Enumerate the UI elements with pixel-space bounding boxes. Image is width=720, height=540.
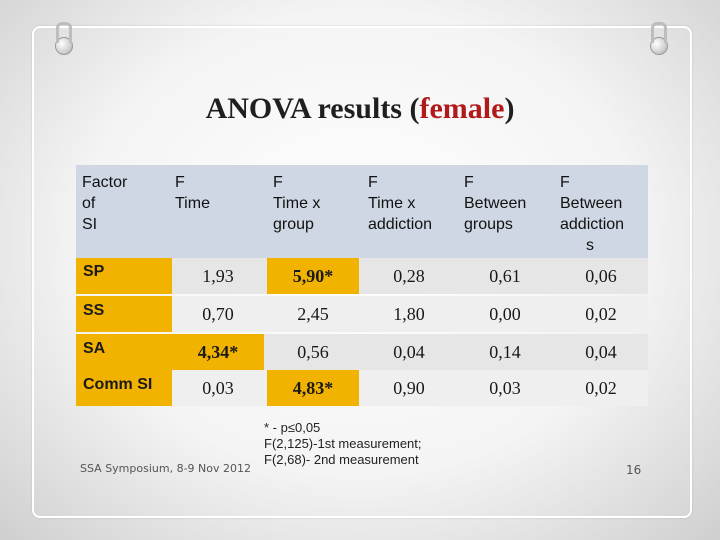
slide-title: ANOVA results (female)	[0, 92, 720, 126]
cell-sa-between-groups: 0,14	[489, 342, 521, 362]
footer-event: SSA Symposium, 8-9 Nov 2012	[80, 462, 251, 475]
cell-sa-time: 4,34*	[172, 334, 264, 370]
footnote-line2: F(2,125)-1st measurement;	[264, 436, 422, 451]
header-f-time-addiction-line2: Time x	[368, 195, 416, 212]
header-factor-line1: Factor	[82, 174, 128, 191]
cell-ss-between-addictions: 0,02	[585, 304, 617, 324]
cell-sa-time-addiction: 0,04	[393, 342, 425, 362]
header-f-time-group: F Time x group	[273, 172, 320, 235]
header-f-between-addictions-line2: Between	[560, 195, 623, 212]
header-f-time-addiction-line3: addiction	[368, 216, 433, 233]
cell-sp-time-addiction: 0,28	[393, 266, 425, 286]
row-background-comm-si	[172, 370, 648, 406]
table-header-band	[76, 165, 648, 258]
header-f-between-addictions-line3: addiction	[560, 216, 625, 233]
row-background-sp	[172, 258, 648, 294]
row-background-ss	[172, 296, 648, 332]
header-f-between-groups-line3: groups	[464, 216, 513, 233]
header-f-time-line2: Time	[175, 195, 210, 212]
title-highlight: female	[419, 92, 505, 125]
header-factor: Factor of SI	[82, 172, 127, 235]
header-f-between-groups: F Between groups	[464, 172, 526, 235]
cell-comm-si-time-addiction: 0,90	[393, 378, 425, 398]
header-f-time: F Time	[175, 172, 210, 214]
title-prefix: ANOVA results (	[205, 92, 420, 125]
cell-comm-si-time-group: 4,83*	[267, 370, 359, 406]
header-f-time-line1: F	[175, 174, 185, 191]
row-label-sp: SP	[76, 258, 172, 294]
cell-comm-si-time: 0,03	[202, 378, 234, 398]
row-label-comm-si: Comm SI	[76, 370, 172, 406]
cell-sa-time-group: 0,56	[297, 342, 329, 362]
header-f-time-addiction-line1: F	[368, 174, 378, 191]
footnote: * - p≤0,05 F(2,125)-1st measurement; F(2…	[264, 420, 454, 468]
footnote-line3: F(2,68)- 2nd measurement	[264, 452, 419, 467]
cell-sp-between-addictions: 0,06	[585, 266, 617, 286]
top-right-hook-icon	[651, 22, 667, 43]
header-f-between-addictions: F Between addiction s	[560, 172, 624, 256]
header-f-time-group-line1: F	[273, 174, 283, 191]
title-suffix: )	[504, 92, 515, 125]
slide-frame	[32, 26, 692, 518]
page-number: 16	[626, 463, 642, 477]
cell-comm-si-between-groups: 0,03	[489, 378, 521, 398]
top-left-hook-icon	[56, 22, 72, 43]
cell-sp-time-group: 5,90*	[267, 258, 359, 294]
header-factor-line3: SI	[82, 216, 98, 233]
cell-sa-between-addictions: 0,04	[585, 342, 617, 362]
cell-sp-between-groups: 0,61	[489, 266, 521, 286]
header-f-between-addictions-line1: F	[560, 174, 570, 191]
header-f-between-addictions-line4: s	[586, 237, 594, 254]
footnote-line1: * - p≤0,05	[264, 420, 321, 435]
header-f-time-group-line3: group	[273, 216, 314, 233]
cell-ss-time-addiction: 1,80	[393, 304, 425, 324]
cell-comm-si-between-addictions: 0,02	[585, 378, 617, 398]
row-label-sa: SA	[76, 334, 172, 370]
cell-ss-time: 0,70	[202, 304, 234, 324]
cell-sp-time: 1,93	[202, 266, 234, 286]
header-factor-line2: of	[82, 195, 96, 212]
cell-ss-time-group: 2,45	[297, 304, 329, 324]
header-f-between-groups-line1: F	[464, 174, 474, 191]
cell-ss-between-groups: 0,00	[489, 304, 521, 324]
header-f-time-group-line2: Time x	[273, 195, 321, 212]
header-f-between-groups-line2: Between	[464, 195, 527, 212]
header-f-time-addiction: F Time x addiction	[368, 172, 432, 235]
row-label-ss: SS	[76, 296, 172, 332]
